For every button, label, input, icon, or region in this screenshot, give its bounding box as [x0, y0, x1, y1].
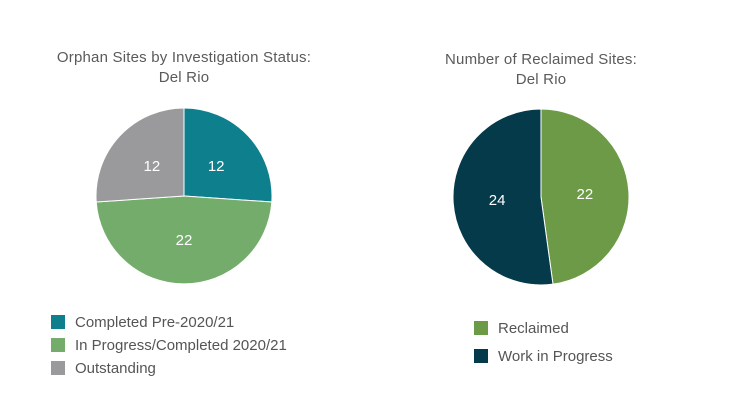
chart-title-line-2: Del Rio — [158, 69, 210, 86]
legend-swatch — [474, 349, 488, 363]
legend-item-reclaimed: Reclaimed — [474, 318, 613, 338]
pie-chart-reclaimed-sites: 22 24 — [452, 108, 630, 286]
investigation-status-data-label-1: 22 — [176, 232, 193, 249]
investigation-status-slice-1 — [95, 195, 273, 285]
investigation-status-data-label-0: 12 — [208, 158, 225, 175]
chart-title-reclaimed-sites: Number of Reclaimed Sites: Del Rio — [381, 50, 701, 90]
investigation-status-slice-2 — [95, 107, 185, 203]
legend-swatch — [51, 315, 65, 329]
reclaimed-sites-data-label-1: 24 — [489, 192, 506, 209]
chart-title-line-1: Orphan Sites by Investigation Status: — [56, 49, 312, 66]
legend-investigation-status: Completed Pre-2020/21 In Progress/Comple… — [51, 312, 287, 381]
legend-label: In Progress/Completed 2020/21 — [75, 336, 287, 354]
legend-label: Reclaimed — [498, 319, 569, 337]
legend-item-completed-pre: Completed Pre-2020/21 — [51, 312, 287, 332]
legend-label: Completed Pre-2020/21 — [75, 313, 235, 331]
legend-swatch — [51, 361, 65, 375]
legend-label: Work in Progress — [498, 347, 613, 365]
investigation-status-data-label-2: 12 — [143, 158, 160, 175]
chart-title-line-1: Number of Reclaimed Sites: — [445, 51, 637, 68]
investigation-status-slice-0 — [183, 107, 273, 203]
legend-item-in-progress: In Progress/Completed 2020/21 — [51, 335, 287, 355]
legend-item-outstanding: Outstanding — [51, 358, 287, 378]
legend-reclaimed-sites: Reclaimed Work in Progress — [474, 318, 613, 374]
reclaimed-sites-slice-0 — [540, 108, 630, 285]
reclaimed-sites-slice-1 — [452, 108, 554, 286]
legend-label: Outstanding — [75, 359, 156, 377]
legend-swatch — [51, 338, 65, 352]
legend-item-work-in-progress: Work in Progress — [474, 346, 613, 366]
pie-chart-investigation-status: 12 22 12 — [95, 107, 273, 285]
chart-title-line-2: Del Rio — [515, 71, 567, 88]
legend-swatch — [474, 321, 488, 335]
chart-title-investigation-status: Orphan Sites by Investigation Status: De… — [24, 48, 344, 88]
reclaimed-sites-data-label-0: 22 — [577, 186, 594, 203]
